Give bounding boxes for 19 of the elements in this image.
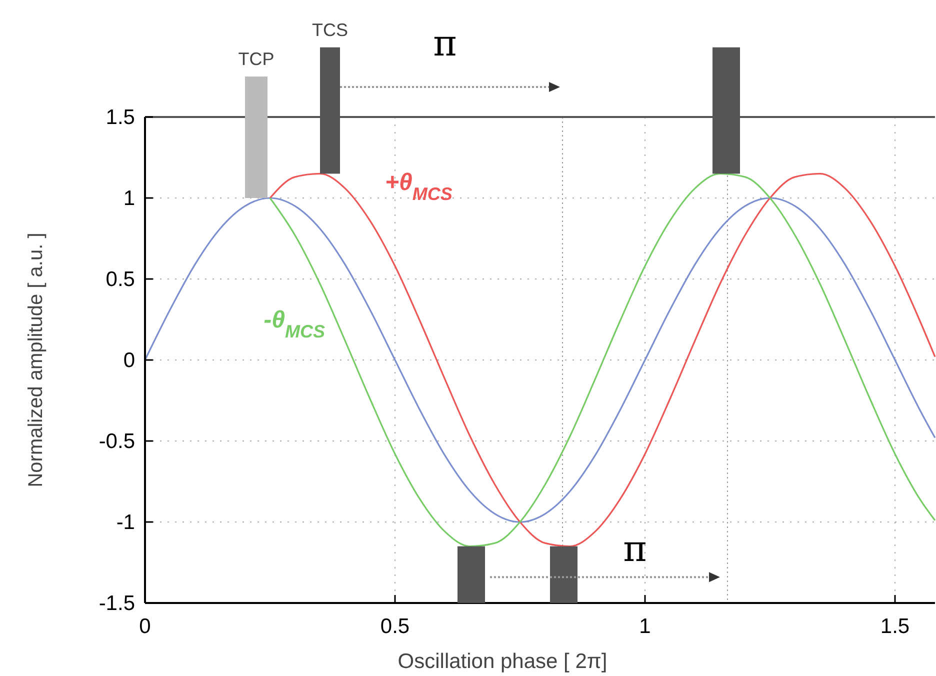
text: TCS <box>312 20 348 40</box>
annotation: π <box>623 528 647 570</box>
y-tick-label: -1.5 <box>98 592 135 615</box>
x-tick-label: 1.5 <box>880 615 910 638</box>
x-tick-label: 1 <box>639 615 651 638</box>
x-tick-label: 0.5 <box>380 615 410 638</box>
x-tick-label: 0 <box>139 615 151 638</box>
x-axis-title: Oscillation phase [ 2π] <box>398 650 608 673</box>
series-label: +θ$_{MCS}$ <box>385 168 452 204</box>
y-tick-label: -1 <box>116 511 135 534</box>
y-tick-label: 0 <box>123 349 135 372</box>
y-tick-label: 0.5 <box>106 268 135 291</box>
text: π <box>433 23 457 64</box>
y-axis-title: Normalized amplitude [ a.u. ] <box>25 232 47 488</box>
series-label: -θ$_{MCS}$ <box>264 306 325 342</box>
y-tick-label: 1.5 <box>106 106 135 129</box>
y-tick-label: 1 <box>123 187 135 210</box>
y-tick-label: -0.5 <box>98 430 135 453</box>
text: TCP <box>238 49 274 70</box>
